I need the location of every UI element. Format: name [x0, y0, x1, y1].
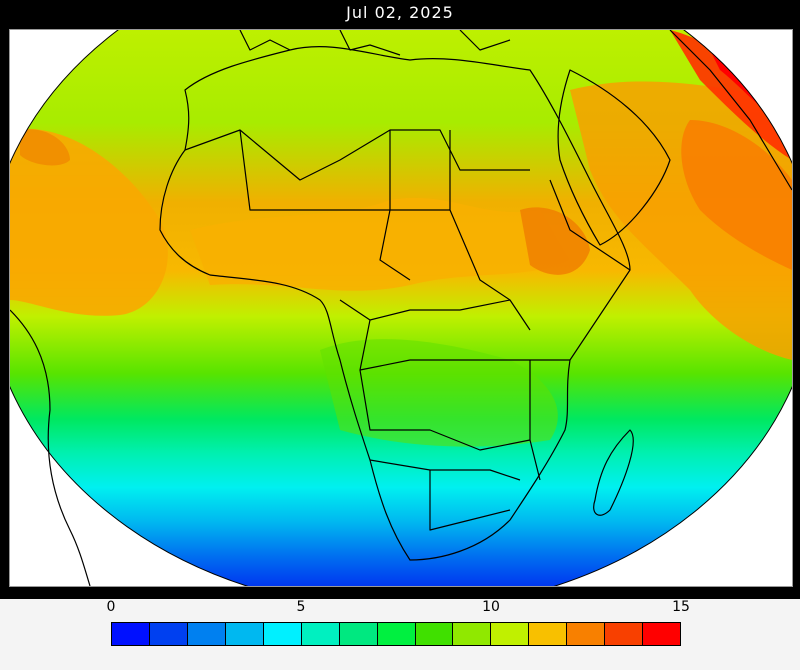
- colorbar-swatch: [112, 623, 150, 645]
- colorbar-swatch: [187, 623, 226, 645]
- map-panel: [9, 29, 793, 587]
- border-sudan: [449, 130, 531, 331]
- africa-coastline: [159, 46, 631, 561]
- colorbar-swatch: [225, 623, 264, 645]
- border-congo: [359, 319, 570, 371]
- asia-coast: [669, 30, 792, 191]
- border-sahara-north: [184, 129, 530, 181]
- border-namibia-botswana: [369, 459, 521, 481]
- colorbar-swatch: [415, 623, 454, 645]
- colorbar-swatch: [149, 623, 188, 645]
- madagascar-outline: [593, 429, 634, 516]
- colorbar-swatch: [263, 623, 302, 645]
- colorbar-swatch: [567, 623, 606, 645]
- colorbar-swatch: [453, 623, 492, 645]
- colorbar-swatch: [377, 623, 416, 645]
- colorbar-swatch: [339, 623, 378, 645]
- iran-hot-region: [670, 30, 792, 160]
- colorbar-swatch: [529, 623, 568, 645]
- colorbar-swatch: [643, 623, 681, 645]
- europe-coast: [239, 30, 511, 56]
- colorbar-swatch: [605, 623, 644, 645]
- colorbar: [111, 622, 681, 646]
- colorbar-tick-label: 10: [482, 599, 500, 615]
- arabia-outline: [557, 69, 671, 246]
- country-borders: [10, 30, 792, 586]
- africa-map: [10, 30, 792, 586]
- colorbar-legend: 0 5 10 15: [0, 599, 800, 670]
- colorbar-tick-label: 5: [296, 599, 306, 615]
- globe-field: [10, 30, 792, 586]
- border-central-north: [339, 299, 511, 321]
- date-title: Jul 02, 2025: [346, 3, 454, 22]
- atlantic-warm-region: [10, 128, 168, 316]
- colorbar-swatch: [491, 623, 530, 645]
- border-east-africa: [529, 360, 541, 481]
- atlantic-warm-core: [20, 129, 70, 166]
- ethiopian-highlands-warm: [520, 207, 590, 275]
- colorbar-tick-label: 15: [672, 599, 690, 615]
- border-niger-chad: [379, 130, 411, 281]
- border-horn: [549, 179, 631, 271]
- colorbar-swatch: [301, 623, 340, 645]
- colorbar-tick-label: 0: [106, 599, 116, 615]
- arabian-sea-hot: [681, 120, 792, 270]
- south-america-coast: [10, 309, 91, 586]
- border-south-africa: [429, 470, 511, 531]
- border-sahel: [239, 129, 450, 211]
- border-angola-zambia: [359, 369, 531, 451]
